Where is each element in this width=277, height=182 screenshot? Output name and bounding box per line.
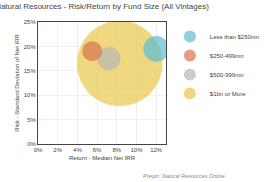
svg-text:10%: 10% <box>24 92 37 98</box>
svg-text:15%: 15% <box>24 68 37 74</box>
svg-text:8%: 8% <box>112 147 121 153</box>
svg-text:25%: 25% <box>24 19 37 25</box>
svg-text:0%: 0% <box>27 141 36 147</box>
svg-text:4%: 4% <box>73 147 82 153</box>
svg-text:$250-499mn: $250-499mn <box>210 53 244 59</box>
svg-text:Less than $250mn: Less than $250mn <box>210 34 259 40</box>
svg-text:Natural Resources - Risk/Retur: Natural Resources - Risk/Return by Fund … <box>0 2 209 11</box>
svg-text:12%: 12% <box>150 147 163 153</box>
svg-text:5%: 5% <box>27 117 36 123</box>
svg-text:10%: 10% <box>130 147 143 153</box>
svg-text:6%: 6% <box>93 147 102 153</box>
svg-text:2%: 2% <box>53 147 62 153</box>
svg-text:Preqin: Natural Resources Onli: Preqin: Natural Resources Online <box>143 173 225 179</box>
svg-text:Risk - Standard Deviation of N: Risk - Standard Deviation of Net IRR <box>14 33 20 131</box>
svg-text:$1bn or More: $1bn or More <box>210 91 246 97</box>
svg-text:$500-999mn: $500-999mn <box>210 72 244 78</box>
svg-text:0%: 0% <box>34 147 43 153</box>
svg-text:Return - Median Net IRR: Return - Median Net IRR <box>69 155 136 161</box>
svg-text:20%: 20% <box>24 44 37 50</box>
